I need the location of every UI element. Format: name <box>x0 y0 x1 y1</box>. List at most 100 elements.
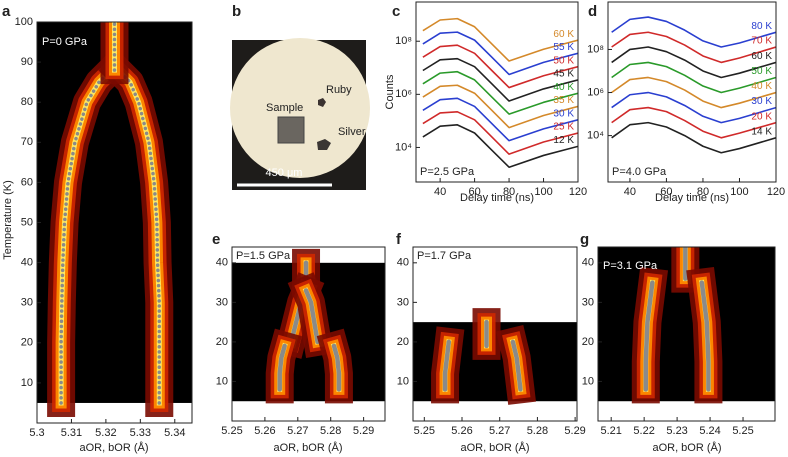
peak-position <box>59 68 113 405</box>
series-label: 25 K <box>553 122 574 133</box>
series-label: 40 K <box>751 81 772 92</box>
series-label: 45 K <box>553 69 574 80</box>
peak-position <box>116 68 162 405</box>
data-line <box>611 76 776 109</box>
panel-letter: e <box>212 231 220 248</box>
x-tick-label: 5.25 <box>221 425 242 437</box>
y-tick-label: 80 <box>21 96 33 108</box>
series-label: 70 K <box>751 36 772 47</box>
x-tick-label: 5.3 <box>29 427 44 439</box>
peak-position <box>699 280 711 392</box>
x-tick-label: 5.22 <box>633 425 654 437</box>
sample <box>277 116 305 144</box>
x-tick-label: 5.32 <box>95 427 116 439</box>
x-tick-label: 5.33 <box>130 427 151 439</box>
panel-b: 450 μm Ruby Sample Silver b <box>230 3 370 190</box>
peak-position <box>303 288 320 345</box>
photo-label: Silver <box>338 126 366 138</box>
silver <box>317 139 331 150</box>
ruby <box>318 98 326 107</box>
x-tick-label: 5.26 <box>451 425 472 437</box>
y-tick-label: 100 <box>15 16 33 28</box>
x-tick-label: 5.31 <box>61 427 82 439</box>
data-line <box>611 61 776 94</box>
data-line <box>422 111 578 155</box>
panel-letter: c <box>392 3 400 20</box>
series-label: 60 K <box>553 29 574 40</box>
data-line <box>422 124 578 169</box>
y-tick-label: 30 <box>397 296 409 308</box>
annotation: P=3.1 GPa <box>603 260 658 272</box>
y-tick-label: 20 <box>21 337 33 349</box>
data-line <box>611 46 776 79</box>
curves <box>611 16 776 154</box>
x-tick-label: 60 <box>468 186 480 198</box>
y-tick-label: 20 <box>216 336 228 348</box>
plot-frame <box>597 246 776 422</box>
heatmap <box>413 308 577 405</box>
peak-position <box>331 343 342 392</box>
series-label: 20 K <box>751 111 772 122</box>
x-tick-label: 5.27 <box>287 425 308 437</box>
gasket-hole <box>230 38 370 178</box>
panel-letter: b <box>232 3 241 20</box>
y-tick-label: 60 <box>21 176 33 188</box>
data-line <box>611 106 776 139</box>
y-tick-label: 90 <box>21 56 33 68</box>
x-tick-label: 120 <box>569 186 587 198</box>
x-tick-label: 5.21 <box>600 425 621 437</box>
scale-bar-label: 450 μm <box>266 167 303 179</box>
x-tick-label: 100 <box>730 186 748 198</box>
y-tick-label: 40 <box>397 257 409 269</box>
data-line <box>422 97 578 142</box>
x-axis-label: Delay time (ns) <box>655 192 729 204</box>
peak-position <box>643 280 655 392</box>
x-tick-label: 5.28 <box>320 425 341 437</box>
panel: 5.25 5.26 5.27 5.28 5.29 10 20 30 40 f P=1.7 GPa aO… <box>396 231 586 454</box>
series-label: 14 K <box>751 126 772 137</box>
y-tick-label: 30 <box>582 296 594 308</box>
y-axis-label: Temperature (K) <box>2 180 14 259</box>
data-line <box>422 31 578 76</box>
data-line <box>422 84 578 129</box>
y-tick-label: 30 <box>216 296 228 308</box>
x-tick-label: 5.29 <box>564 425 585 437</box>
y-tick-label: 10⁶ <box>395 88 412 100</box>
x-tick-label: 5.29 <box>353 425 374 437</box>
panel: 5.21 5.22 5.23 5.24 5.25 10 20 30 40 g P=3.1 GPa aO… <box>580 231 776 454</box>
series-label: 30 K <box>751 96 772 107</box>
annotation: P=1.5 GPa <box>236 250 291 262</box>
series-label: 80 K <box>751 21 772 32</box>
y-tick-label: 10⁶ <box>587 86 604 98</box>
y-tick-label: 40 <box>582 257 594 269</box>
series-label: 35 K <box>553 95 574 106</box>
x-tick-label: 5.23 <box>666 425 687 437</box>
heatmap <box>37 22 192 417</box>
x-tick-label: 80 <box>697 186 709 198</box>
x-tick-label: 60 <box>660 186 672 198</box>
panel-letter: a <box>2 3 11 20</box>
y-tick-label: 10⁸ <box>587 43 604 55</box>
series-label: 60 K <box>751 51 772 62</box>
x-axis-label: aOR, bOR (Å) <box>460 441 529 454</box>
data-line <box>611 16 776 48</box>
annotation: P=0 GPa <box>42 36 88 48</box>
x-tick-label: 5.26 <box>254 425 275 437</box>
y-tick-label: 10 <box>21 377 33 389</box>
y-tick-label: 10 <box>216 375 228 387</box>
series-label: 50 K <box>751 66 772 77</box>
y-tick-label: 20 <box>582 336 594 348</box>
data-line <box>422 44 578 89</box>
y-tick-label: 10 <box>397 375 409 387</box>
data-line <box>422 70 578 115</box>
series-label: 12 K <box>553 135 574 146</box>
x-tick-label: 40 <box>434 186 446 198</box>
y-tick-label: 10⁸ <box>395 35 412 47</box>
panel-letter: g <box>580 231 589 248</box>
plot-frame <box>231 246 386 422</box>
x-tick-label: 5.27 <box>489 425 510 437</box>
y-axis-label: Counts <box>384 74 396 109</box>
x-tick-label: 80 <box>503 186 515 198</box>
y-tick-label: 10⁴ <box>587 130 604 142</box>
